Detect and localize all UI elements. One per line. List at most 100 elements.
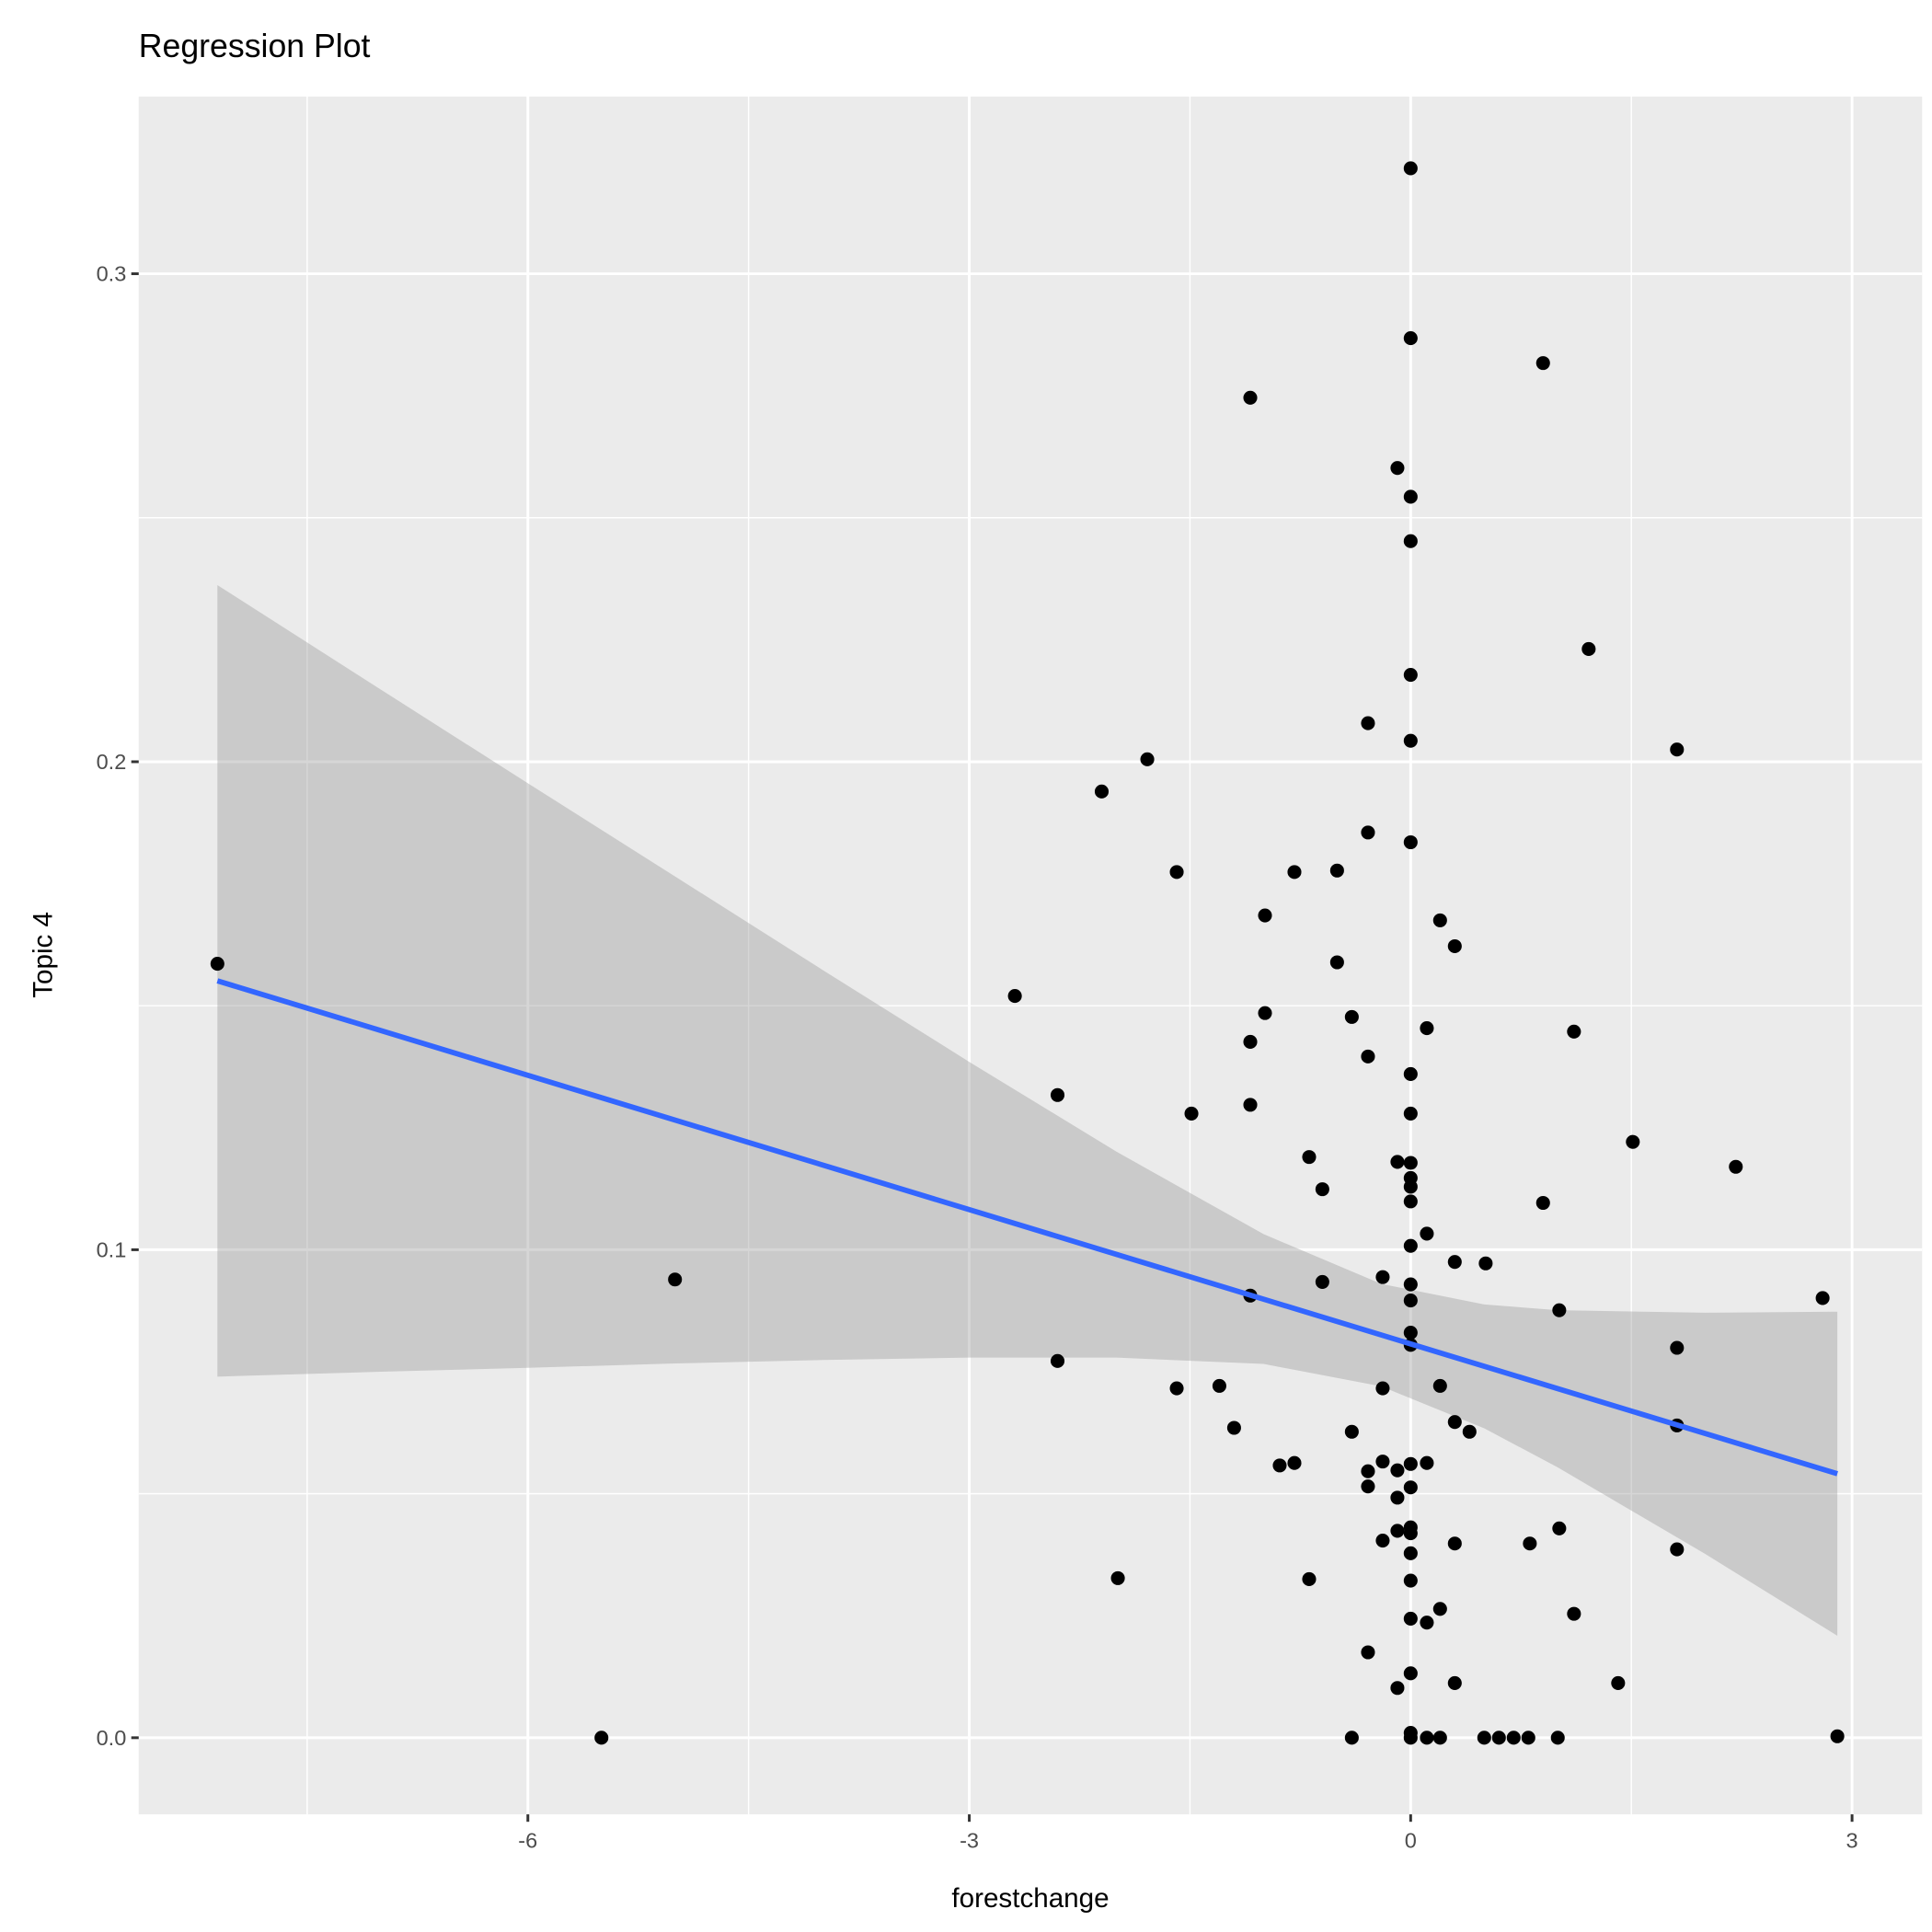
data-point: [1420, 1616, 1434, 1630]
y-tick-label: 0.1: [97, 1237, 127, 1261]
data-point: [1390, 461, 1405, 476]
data-point: [1815, 1291, 1830, 1305]
data-point: [1403, 1066, 1418, 1081]
data-point: [1535, 1195, 1550, 1211]
x-tick-label: 3: [1846, 1828, 1858, 1852]
chart-title: Regression Plot: [139, 28, 371, 64]
data-point: [1007, 989, 1022, 1004]
data-point: [1420, 1731, 1434, 1745]
data-point: [1506, 1731, 1521, 1745]
data-point: [1361, 1464, 1375, 1478]
data-point: [1403, 1456, 1418, 1471]
data-point: [210, 957, 224, 972]
x-tick-label: 0: [1405, 1828, 1417, 1852]
data-point: [1344, 1731, 1359, 1745]
data-point: [594, 1731, 609, 1745]
data-point: [1169, 1381, 1184, 1396]
data-point: [1169, 865, 1184, 880]
data-point: [1403, 1179, 1418, 1194]
data-point: [1212, 1378, 1226, 1393]
data-point: [1287, 1455, 1302, 1470]
data-point: [1447, 938, 1462, 954]
data-point: [1329, 955, 1344, 970]
data-point: [1344, 1424, 1359, 1439]
data-point: [1535, 356, 1550, 371]
data-point: [1403, 1326, 1418, 1340]
data-point: [1272, 1458, 1287, 1473]
regression-line: [216, 978, 1838, 1477]
data-point: [1420, 1455, 1434, 1470]
data-point: [1567, 1606, 1581, 1621]
data-point: [1184, 1106, 1199, 1121]
data-point: [1094, 784, 1110, 799]
data-point: [1302, 1150, 1317, 1165]
data-point: [1552, 1521, 1567, 1535]
data-point: [1403, 834, 1418, 850]
x-tick-label: -6: [518, 1828, 537, 1852]
data-point: [1567, 1024, 1581, 1039]
data-point: [1447, 1536, 1462, 1551]
data-point: [1447, 1255, 1462, 1270]
data-point: [1258, 908, 1272, 923]
plot-panel: [138, 97, 1923, 1815]
data-point: [1521, 1731, 1535, 1745]
data-point: [1329, 863, 1344, 878]
confidence-band: [217, 584, 1838, 1636]
data-point: [1403, 1480, 1418, 1495]
data-point: [1403, 1194, 1418, 1209]
data-point: [1110, 1570, 1125, 1585]
y-tick-label: 0.0: [97, 1726, 127, 1750]
data-point: [1390, 1524, 1405, 1538]
x-axis-title: forestchange: [951, 1883, 1109, 1914]
data-point: [1403, 1526, 1418, 1541]
data-point: [1390, 1681, 1405, 1696]
data-point: [1611, 1675, 1626, 1690]
data-point: [668, 1272, 683, 1287]
data-point: [1403, 1294, 1418, 1308]
data-point: [1432, 1378, 1447, 1393]
data-point: [1361, 1645, 1375, 1660]
x-tick-label: -3: [960, 1828, 979, 1852]
data-point: [1390, 1463, 1405, 1478]
data-point: [1315, 1274, 1329, 1289]
data-point: [1361, 1049, 1375, 1064]
data-point: [1140, 752, 1155, 766]
data-point: [1477, 1731, 1491, 1745]
data-point: [1552, 1303, 1567, 1317]
data-point: [1403, 534, 1418, 548]
data-point: [1403, 1666, 1418, 1681]
data-point: [1432, 1731, 1447, 1745]
data-point: [1729, 1159, 1743, 1174]
data-point: [1403, 1106, 1418, 1121]
data-point: [1243, 390, 1258, 405]
data-point: [1462, 1424, 1477, 1439]
data-point: [1403, 733, 1418, 748]
data-point: [1432, 1602, 1447, 1616]
data-point: [1403, 1277, 1418, 1292]
y-tick-label: 0.2: [97, 750, 127, 774]
data-point: [1403, 1546, 1418, 1560]
data-point: [1361, 716, 1375, 730]
data-point: [1403, 1156, 1418, 1170]
data-point: [1670, 1542, 1685, 1557]
data-point: [1491, 1731, 1506, 1745]
data-point: [1403, 489, 1418, 504]
data-point: [1315, 1182, 1329, 1197]
y-tick-label: 0.3: [97, 262, 127, 286]
data-point: [1375, 1455, 1390, 1469]
data-point: [1361, 825, 1375, 840]
data-point: [1302, 1571, 1317, 1586]
y-axis-ticks: 0.0 0.1 0.2 0.3: [97, 262, 139, 1750]
data-point: [1581, 641, 1596, 656]
data-point: [1432, 913, 1447, 927]
data-point: [1403, 1611, 1418, 1626]
data-point: [1258, 1006, 1272, 1020]
data-point: [1420, 1021, 1434, 1036]
data-point: [1375, 1534, 1390, 1548]
data-points: [210, 161, 1845, 1745]
data-point: [1447, 1415, 1462, 1430]
data-point: [1375, 1270, 1390, 1284]
data-point: [1403, 331, 1418, 346]
data-point: [1670, 742, 1685, 757]
y-axis-title: Topic 4: [29, 912, 59, 998]
